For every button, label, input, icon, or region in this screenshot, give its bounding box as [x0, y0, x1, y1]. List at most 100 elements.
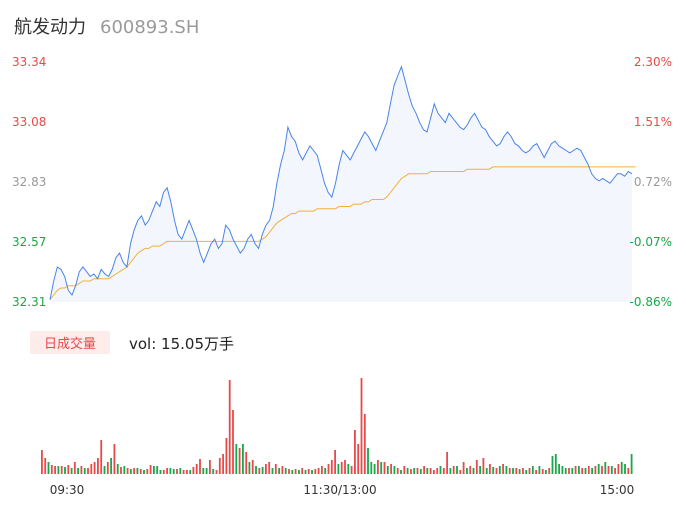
volume-bar: [380, 462, 383, 474]
volume-bar: [344, 460, 346, 474]
volume-bar: [100, 440, 103, 474]
volume-bar: [146, 469, 149, 474]
volume-bar: [133, 468, 136, 474]
volume-bar: [129, 469, 132, 474]
volume-bar: [110, 458, 113, 474]
volume-bar: [166, 468, 169, 474]
volume-bar: [531, 466, 534, 474]
volume-bar: [324, 468, 327, 474]
volume-bar: [139, 469, 142, 474]
chart-header: 航发动力 600893.SH: [14, 13, 199, 39]
volume-bar: [446, 452, 449, 474]
volume-bar: [462, 462, 465, 474]
volume-bar: [93, 462, 96, 474]
volume-bar: [587, 466, 590, 474]
volume-bar: [584, 468, 587, 474]
y-tick-left-0: 33.34: [12, 55, 46, 69]
volume-bar: [205, 468, 208, 474]
x-tick-2: 15:00: [600, 483, 635, 497]
volume-bar: [515, 468, 518, 474]
volume-bar: [390, 464, 393, 474]
volume-bar: [291, 470, 294, 474]
volume-bar: [284, 468, 287, 474]
volume-bar: [498, 466, 501, 474]
volume-bar: [321, 466, 323, 474]
volume-bar: [225, 438, 228, 474]
volume-bar: [354, 430, 356, 474]
volume-bar: [215, 470, 218, 474]
volume-bar: [518, 469, 521, 474]
price-area: [50, 66, 632, 302]
volume-bar: [41, 450, 43, 474]
volume-bar: [156, 466, 159, 474]
volume-bar: [614, 468, 617, 474]
volume-bar: [67, 465, 70, 474]
volume-badge: 日成交量: [30, 331, 110, 354]
volume-bar: [495, 468, 498, 474]
volume-bar: [113, 444, 116, 474]
volume-bar: [452, 466, 455, 474]
volume-bar: [126, 468, 129, 474]
y-tick-right-4: -0.86%: [630, 295, 672, 309]
volume-bar: [232, 410, 234, 474]
volume-bar: [538, 466, 541, 474]
volume-bar: [601, 466, 603, 474]
volume-bar: [311, 470, 313, 474]
volume-bar: [123, 466, 126, 474]
volume-bar: [439, 466, 442, 474]
volume-bar: [255, 466, 257, 474]
volume-bar: [360, 378, 363, 474]
y-tick-left-4: 32.31: [12, 295, 46, 309]
volume-label: vol: 15.05万手: [129, 335, 234, 353]
volume-bar: [505, 466, 508, 474]
volume-bar: [545, 470, 547, 474]
volume-bar: [265, 464, 267, 474]
volume-bar: [202, 468, 205, 474]
volume-bar: [522, 468, 524, 474]
volume-bar: [548, 468, 551, 474]
volume-bar: [561, 466, 564, 474]
volume-bar: [466, 468, 468, 474]
volume-bar: [416, 468, 419, 474]
volume-bar: [568, 468, 570, 474]
volume-bar: [143, 470, 145, 474]
volume-bar: [301, 468, 304, 474]
volume-bar: [581, 468, 584, 474]
volume-bar: [429, 468, 432, 474]
volume-bar: [294, 469, 297, 474]
volume-bar: [502, 464, 505, 474]
volume-bar: [423, 466, 426, 474]
y-tick-right-0: 2.30%: [634, 55, 672, 69]
volume-bar: [482, 458, 485, 474]
volume-bar: [489, 464, 491, 474]
volume-bar: [334, 450, 337, 474]
volume-bar: [620, 462, 623, 474]
volume-bar: [327, 464, 330, 474]
volume-bar: [413, 468, 416, 474]
volume-bar: [238, 448, 241, 474]
volume-bar: [403, 466, 406, 474]
average-price-line: [49, 166, 636, 301]
volume-bar: [512, 468, 514, 474]
volume-bar: [469, 466, 472, 474]
volume-bar: [90, 464, 93, 474]
volume-bar: [617, 464, 620, 474]
volume-bar: [396, 468, 399, 474]
volume-bar: [261, 467, 264, 474]
volume-bar: [400, 470, 402, 474]
volume-bar: [218, 458, 221, 474]
volume-bar: [80, 466, 83, 474]
volume-bar: [357, 444, 360, 474]
stock-name: 航发动力: [14, 17, 86, 38]
volume-bar: [54, 466, 57, 474]
volume-bar: [436, 468, 439, 474]
volume-bar: [383, 462, 386, 474]
volume-bar: [278, 468, 281, 474]
volume-bar: [410, 469, 412, 474]
y-tick-right-1: 1.51%: [634, 115, 672, 129]
volume-bar: [169, 468, 172, 474]
volume-bar: [624, 464, 626, 474]
y-tick-left-3: 32.57: [12, 235, 46, 249]
volume-bar: [442, 468, 445, 474]
